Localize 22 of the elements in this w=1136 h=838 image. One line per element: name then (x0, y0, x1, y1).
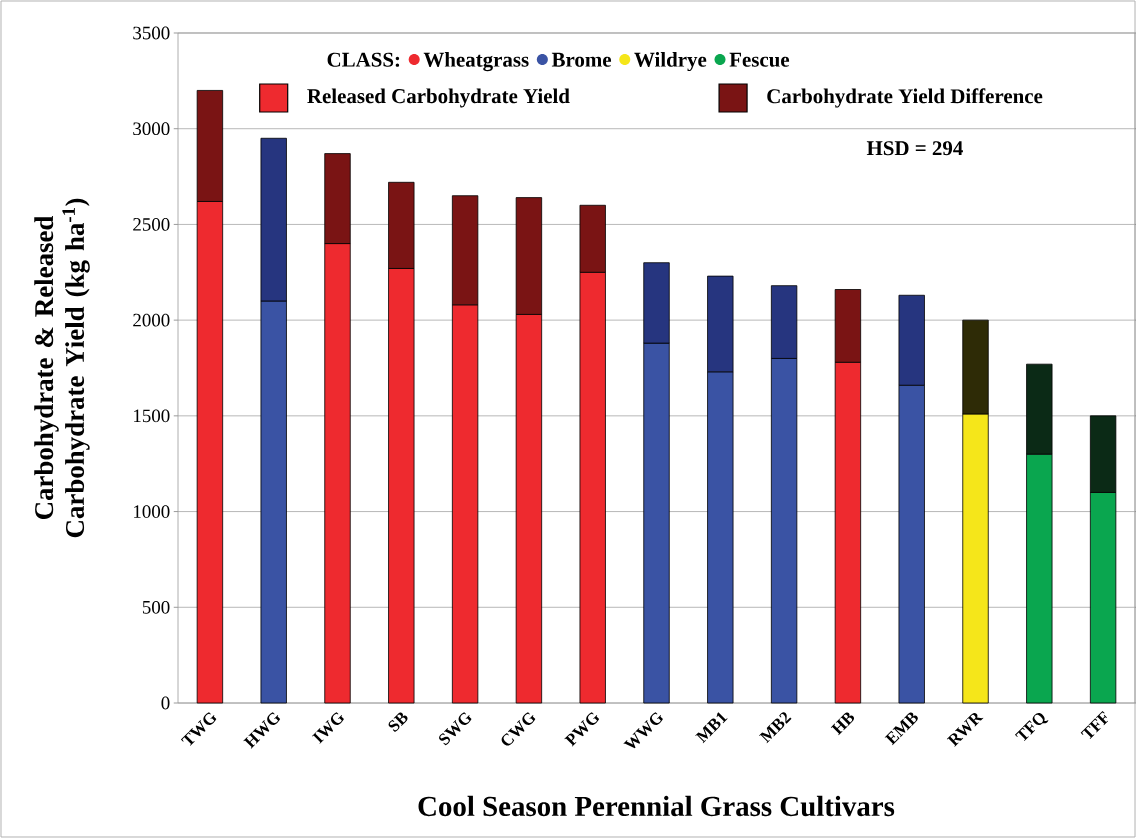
x-tick-label: TFF (1080, 710, 1108, 739)
annotation: HSD = 294 (866, 141, 963, 156)
legend-label: Wheatgrass (423, 52, 529, 72)
y-tick-label: 2500 (133, 218, 170, 231)
y-tick-label: 3500 (133, 26, 170, 40)
legend-title: CLASS: (327, 52, 400, 67)
y-tick-label: 2000 (133, 313, 170, 327)
x-tick-label: TFQ (1014, 712, 1049, 742)
y-tick-label: 1000 (134, 505, 170, 518)
legend-label: Released Carbohydrate Yield (307, 88, 570, 108)
x-tick-label: SB (388, 712, 408, 732)
x-axis-title: Cool Season Perennial Grass Cultivars (418, 795, 895, 817)
y-tick-label: 1500 (134, 409, 170, 423)
legend-label: Carbohydrate Yield Difference (767, 88, 1043, 108)
legend-label: Brome (551, 52, 612, 67)
y-tick-label: 500 (142, 600, 170, 614)
legend-label: Fescue (729, 52, 790, 67)
y-axis-title: Carbohydrate & Released Carbohydrate Yield (kg ha$^{-1}$) (34, 198, 90, 538)
y-tick-label: 0 (161, 696, 170, 710)
legend-label: Wildrye (634, 52, 707, 72)
y-tick-label: 3000 (133, 122, 170, 136)
x-tick-label: HB (830, 712, 855, 736)
